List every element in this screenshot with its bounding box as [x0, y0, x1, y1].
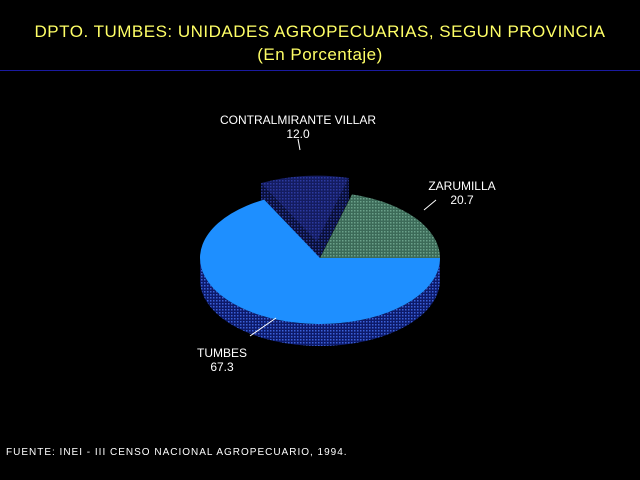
label-zarumilla: ZARUMILLA — [428, 179, 495, 193]
slice-tumbes — [200, 199, 440, 346]
slice-contralmirante-villar-wall — [316, 177, 349, 264]
value-zarumilla: 20.7 — [450, 193, 474, 207]
slice-tumbes-side — [200, 258, 440, 346]
source-note: FUENTE: INEI - III CENSO NACIONAL AGROPE… — [6, 447, 348, 458]
label-tumbes: TUMBES — [197, 346, 247, 360]
label-zarumilla-leader — [423, 199, 437, 211]
label-contralmirante-villar-leader — [297, 138, 301, 151]
label-contralmirante-villar: CONTRALMIRANTE VILLAR — [220, 113, 376, 127]
chart-title: DPTO. TUMBES: UNIDADES AGROPECUARIAS, SE… — [34, 22, 606, 41]
chart-subtitle: (En Porcentaje) — [257, 45, 383, 64]
title-divider — [0, 70, 640, 71]
slice-contralmirante-villar-top — [260, 175, 349, 242]
slice-tumbes-top — [200, 199, 440, 325]
value-tumbes: 67.3 — [210, 360, 234, 374]
slice-zarumilla-top — [320, 194, 440, 258]
slice-zarumilla — [320, 194, 440, 258]
value-contralmirante-villar: 12.0 — [286, 127, 310, 141]
label-tumbes-leader — [249, 317, 277, 337]
